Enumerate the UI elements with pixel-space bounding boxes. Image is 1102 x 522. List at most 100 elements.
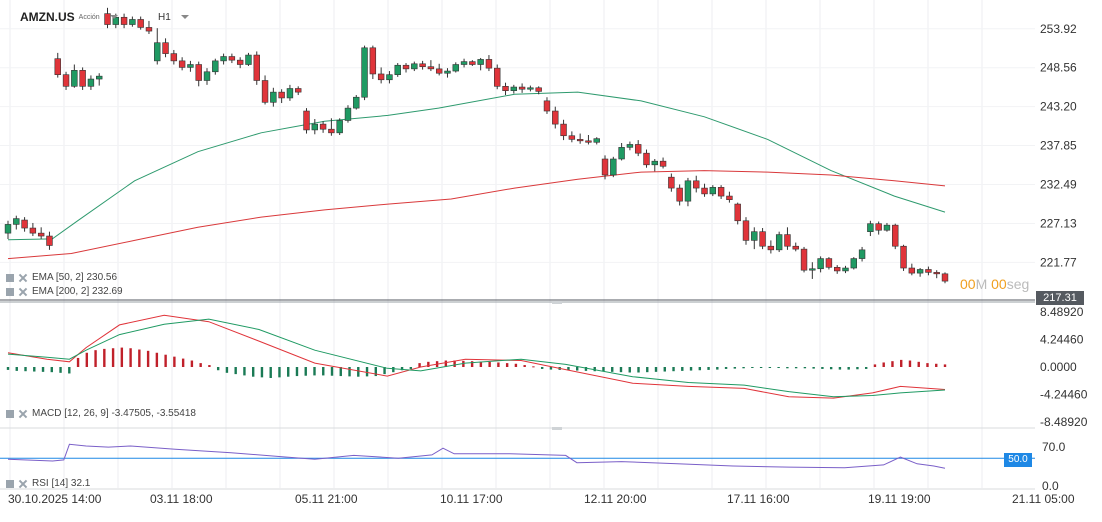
settings-square-icon[interactable] [6,287,14,296]
candle[interactable] [71,64,78,88]
candle[interactable] [568,131,576,143]
candle[interactable] [336,118,343,136]
candle[interactable] [21,217,28,232]
candle[interactable] [162,38,169,58]
candle[interactable] [850,257,857,270]
timeframe-selector[interactable]: H1 [158,6,189,28]
candle[interactable] [634,140,642,157]
candle[interactable] [145,20,153,34]
price-pane[interactable] [0,7,1035,301]
candle[interactable] [195,61,202,87]
candle[interactable] [253,51,260,85]
candle[interactable] [858,246,866,262]
candle[interactable] [676,184,683,206]
candle[interactable] [377,67,385,84]
candle[interactable] [311,119,319,135]
candle[interactable] [435,63,443,76]
candle[interactable] [187,60,194,72]
macd-pane[interactable] [6,314,947,399]
candle[interactable] [286,84,294,101]
candle[interactable] [626,141,634,151]
candle[interactable] [817,256,824,273]
candle[interactable] [834,265,841,274]
candle[interactable] [62,71,70,90]
close-icon[interactable] [19,480,27,488]
settings-square-icon[interactable] [6,409,14,418]
candle[interactable] [419,60,426,70]
candle[interactable] [792,242,799,252]
candle[interactable] [295,86,302,96]
candle[interactable] [494,64,501,90]
candle[interactable] [734,202,741,225]
candle[interactable] [941,272,949,284]
candle[interactable] [303,108,310,134]
candle[interactable] [13,215,20,230]
candle[interactable] [784,227,791,250]
candle[interactable] [386,71,393,84]
candle[interactable] [601,155,609,180]
candle[interactable] [875,221,882,235]
candle[interactable] [278,89,285,104]
candle[interactable] [726,191,733,203]
candle[interactable] [154,28,161,65]
candle[interactable] [96,73,103,86]
candle[interactable] [444,68,451,78]
candle[interactable] [104,7,111,29]
candle[interactable] [427,60,435,72]
close-icon[interactable] [19,410,27,418]
candle[interactable] [933,270,940,279]
candle[interactable] [228,53,236,64]
candle[interactable] [469,60,476,66]
candle[interactable] [610,156,617,178]
legend-macd[interactable]: MACD [12, 26, 9] -3.47505, -3.55418 [6,408,196,419]
candle[interactable] [867,220,874,237]
candle[interactable] [270,87,277,107]
candle[interactable] [411,61,418,72]
candle[interactable] [353,95,360,110]
candle[interactable] [701,183,708,197]
candle[interactable] [54,52,61,78]
candle[interactable] [402,63,410,73]
close-icon[interactable] [19,288,27,296]
candle[interactable] [543,97,551,114]
candle[interactable] [203,68,211,85]
candle[interactable] [170,49,178,65]
candle[interactable] [916,268,924,277]
candle[interactable] [502,82,509,96]
candle[interactable] [485,55,493,72]
candle[interactable] [842,265,849,274]
candle[interactable] [883,222,891,232]
candle[interactable] [129,16,136,27]
candle[interactable] [236,57,244,69]
legend-ema50[interactable]: EMA [50, 2] 230.56 [6,272,117,283]
candle[interactable] [775,231,783,253]
settings-square-icon[interactable] [6,273,14,282]
candle[interactable] [220,53,227,65]
legend-ema200[interactable]: EMA [200, 2] 232.69 [6,286,123,297]
candle[interactable] [618,143,625,161]
candle[interactable] [809,262,816,279]
candle[interactable] [477,57,484,71]
candle[interactable] [659,157,667,169]
candle[interactable] [29,222,37,237]
candle[interactable] [245,52,252,66]
symbol-selector[interactable]: AMZN.US Acción [20,6,118,28]
rsi-pane[interactable] [0,443,1035,469]
candle[interactable] [178,57,186,71]
candle[interactable] [892,223,899,250]
candle[interactable] [925,266,932,276]
candle[interactable] [900,244,907,271]
settings-square-icon[interactable] [6,479,14,488]
candle[interactable] [328,118,335,136]
candle[interactable] [87,75,95,90]
candle[interactable] [79,67,86,90]
candle[interactable] [767,240,775,254]
candle[interactable] [576,133,584,144]
candle[interactable] [510,84,518,94]
candle[interactable] [212,58,219,75]
candle[interactable] [535,86,542,95]
candle[interactable] [643,149,650,168]
candle[interactable] [361,45,368,101]
candle[interactable] [460,58,468,68]
